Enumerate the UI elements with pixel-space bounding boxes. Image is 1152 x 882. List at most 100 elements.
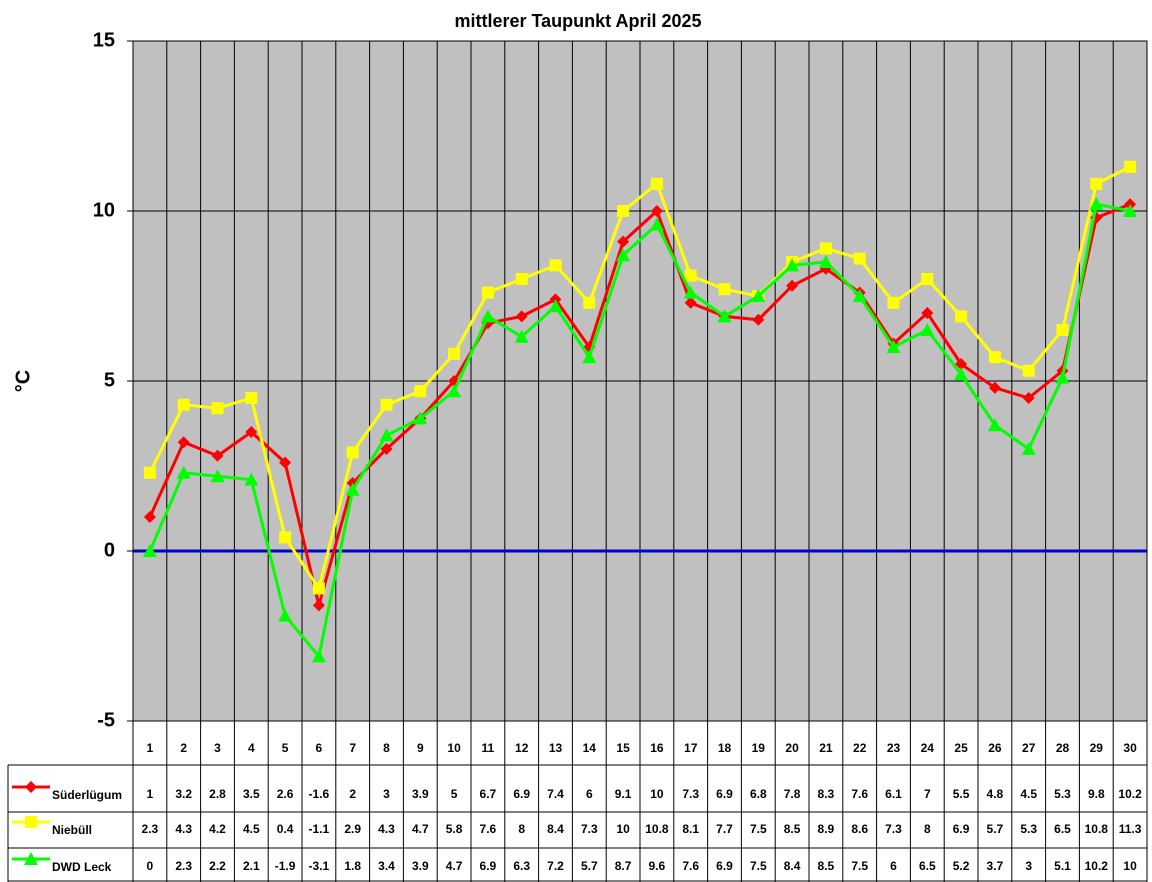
table-value: 8 bbox=[518, 822, 525, 836]
table-value: 7.4 bbox=[547, 787, 564, 801]
marker bbox=[718, 283, 731, 296]
table-value: 10.8 bbox=[645, 822, 669, 836]
table-value: 7.5 bbox=[750, 859, 767, 873]
marker bbox=[819, 242, 832, 255]
table-value: 2.3 bbox=[175, 859, 192, 873]
table-value: 5.3 bbox=[1054, 787, 1071, 801]
series-line bbox=[148, 202, 1131, 660]
table-value: 0 bbox=[147, 859, 154, 873]
table-value: 8 bbox=[924, 822, 931, 836]
marker bbox=[988, 381, 1001, 394]
marker bbox=[414, 385, 427, 398]
table-value: 6.9 bbox=[480, 859, 497, 873]
table-value: 4.7 bbox=[446, 859, 463, 873]
table-value: 6.9 bbox=[716, 787, 733, 801]
table-value: 6.8 bbox=[750, 787, 767, 801]
table-value: 3.9 bbox=[412, 859, 429, 873]
x-tick-label: 30 bbox=[1123, 741, 1137, 755]
x-tick-label: 26 bbox=[988, 741, 1002, 755]
table-value: -1.1 bbox=[309, 822, 330, 836]
x-tick-label: 1 bbox=[147, 741, 154, 755]
table-value: 7.6 bbox=[682, 859, 699, 873]
y-tick-label: 15 bbox=[93, 29, 115, 51]
marker bbox=[24, 852, 38, 865]
marker bbox=[786, 279, 799, 292]
table-value: 6.3 bbox=[513, 859, 530, 873]
table-value: 11.3 bbox=[1119, 822, 1142, 836]
table-value: 4.5 bbox=[1020, 787, 1037, 801]
marker bbox=[886, 340, 901, 353]
table-value: 6.9 bbox=[953, 822, 970, 836]
marker bbox=[684, 269, 697, 282]
x-tick-label: 24 bbox=[921, 741, 935, 755]
table-value: 7 bbox=[924, 787, 931, 801]
marker bbox=[142, 544, 157, 557]
table-value: 2.6 bbox=[277, 787, 294, 801]
marker bbox=[1124, 160, 1137, 173]
marker bbox=[481, 286, 494, 299]
table-value: 7.8 bbox=[784, 787, 801, 801]
table-value: 10 bbox=[650, 787, 664, 801]
marker bbox=[1021, 442, 1036, 455]
table-value: 2.9 bbox=[344, 822, 361, 836]
marker bbox=[25, 816, 37, 828]
table-value: 6.1 bbox=[885, 787, 902, 801]
marker bbox=[413, 411, 428, 425]
marker bbox=[176, 465, 191, 479]
table-value: 3.4 bbox=[378, 859, 395, 873]
table-value: 0.4 bbox=[277, 822, 294, 836]
marker bbox=[177, 436, 190, 449]
x-tick-label: 12 bbox=[515, 741, 529, 755]
x-tick-label: 16 bbox=[650, 741, 664, 755]
marker bbox=[751, 289, 766, 302]
x-tick-label: 3 bbox=[214, 741, 221, 755]
table-value: 6.7 bbox=[480, 787, 497, 801]
table-value: 7.6 bbox=[480, 822, 497, 836]
marker bbox=[244, 472, 259, 486]
table-value: 7.5 bbox=[750, 822, 767, 836]
x-tick-label: 8 bbox=[383, 741, 390, 755]
table-value: 4.3 bbox=[175, 822, 192, 836]
table-value: 10 bbox=[616, 822, 630, 836]
table-value: 3 bbox=[1025, 859, 1032, 873]
marker bbox=[920, 323, 935, 336]
marker bbox=[380, 398, 393, 411]
x-tick-label: 11 bbox=[482, 741, 495, 755]
table-value: 4.2 bbox=[209, 822, 226, 836]
table-value: 3.7 bbox=[987, 859, 1004, 873]
marker bbox=[312, 582, 325, 595]
table-value: 2.2 bbox=[209, 859, 226, 873]
x-tick-label: 20 bbox=[785, 741, 799, 755]
marker bbox=[143, 511, 156, 523]
table-value: 3 bbox=[383, 787, 390, 801]
table-value: 2.8 bbox=[209, 787, 226, 801]
table-value: 3.5 bbox=[243, 787, 260, 801]
table-value: 6.5 bbox=[919, 859, 936, 873]
table-value: 5.5 bbox=[953, 787, 970, 801]
y-tick-label: 0 bbox=[104, 539, 115, 561]
marker bbox=[514, 329, 529, 343]
marker bbox=[1056, 324, 1069, 336]
x-tick-label: 15 bbox=[616, 741, 630, 755]
series-line bbox=[148, 165, 1131, 593]
table-value: 8.6 bbox=[851, 822, 868, 836]
marker bbox=[1022, 364, 1035, 377]
marker bbox=[955, 358, 968, 370]
marker bbox=[887, 296, 900, 309]
marker bbox=[447, 384, 462, 398]
marker bbox=[1089, 197, 1104, 211]
table-value: 4.7 bbox=[412, 822, 429, 836]
x-tick-label: 13 bbox=[549, 741, 563, 755]
y-tick-label: -5 bbox=[97, 709, 115, 731]
marker bbox=[921, 273, 934, 285]
marker bbox=[852, 289, 867, 302]
table-value: 8.5 bbox=[818, 859, 835, 873]
x-tick-label: 22 bbox=[853, 741, 867, 755]
x-tick-label: 14 bbox=[583, 741, 597, 755]
table-value: -3.1 bbox=[309, 859, 330, 873]
chart-title: mittlerer Taupunkt April 2025 bbox=[454, 11, 701, 31]
marker bbox=[717, 309, 732, 323]
marker bbox=[515, 310, 528, 323]
table-value: 5.3 bbox=[1020, 822, 1037, 836]
